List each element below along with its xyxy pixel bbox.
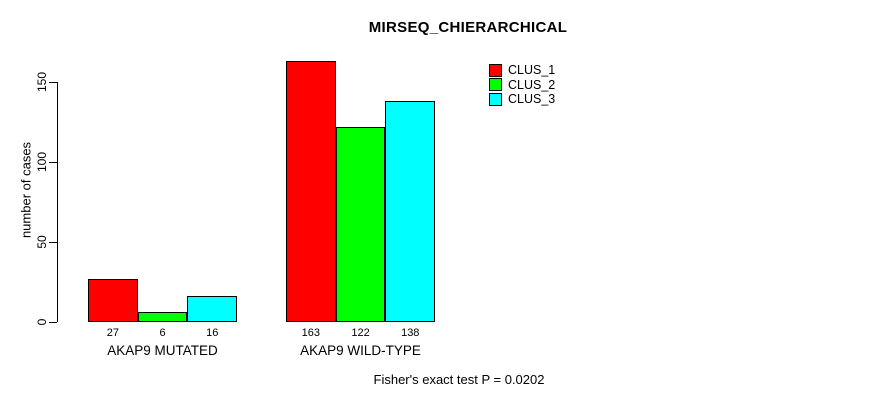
bar-value-label: 163 — [301, 327, 321, 339]
bar-value-label: 16 — [206, 327, 219, 339]
legend-item-clus_1: CLUS_1 — [489, 63, 555, 78]
y-tick-label: 150 — [35, 71, 49, 93]
bar-value-label: 122 — [351, 327, 370, 339]
y-tick — [49, 322, 57, 323]
legend-label: CLUS_2 — [508, 77, 556, 92]
legend-item-clus_2: CLUS_2 — [489, 78, 555, 93]
chart-title: MIRSEQ_CHIERARCHICAL — [368, 19, 568, 36]
y-tick-label: 0 — [35, 318, 49, 326]
y-tick-label: 50 — [35, 235, 49, 249]
bar-clus_3-1 — [187, 296, 238, 322]
y-tick — [49, 82, 57, 83]
y-tick-label: 100 — [35, 151, 49, 173]
y-axis-label: number of cases — [18, 141, 34, 239]
bar-clus_2-2 — [335, 126, 386, 322]
bar-clus_1-1 — [88, 278, 138, 322]
y-tick — [49, 162, 57, 163]
y-axis-line — [57, 82, 58, 322]
bar-value-label: 138 — [401, 327, 420, 339]
bar-value-label: 27 — [106, 327, 119, 339]
legend-swatch-clus_3 — [489, 92, 502, 106]
bar-clus_1-2 — [286, 61, 336, 322]
bar-clus_2-1 — [137, 312, 188, 322]
y-tick — [49, 242, 57, 243]
legend-swatch-clus_2 — [489, 78, 502, 92]
group-label: AKAP9 MUTATED — [107, 343, 218, 358]
group-label: AKAP9 WILD-TYPE — [300, 343, 421, 358]
legend-label: CLUS_1 — [508, 63, 556, 78]
bar-value-label: 6 — [159, 327, 166, 339]
legend-label: CLUS_3 — [508, 92, 556, 107]
fisher-test-annotation: Fisher's exact test P = 0.0202 — [373, 372, 545, 387]
legend-item-clus_3: CLUS_3 — [489, 92, 555, 107]
bar-clus_3-2 — [385, 101, 436, 322]
legend: CLUS_1 CLUS_2 CLUS_3 — [489, 63, 555, 107]
legend-swatch-clus_1 — [489, 63, 502, 77]
